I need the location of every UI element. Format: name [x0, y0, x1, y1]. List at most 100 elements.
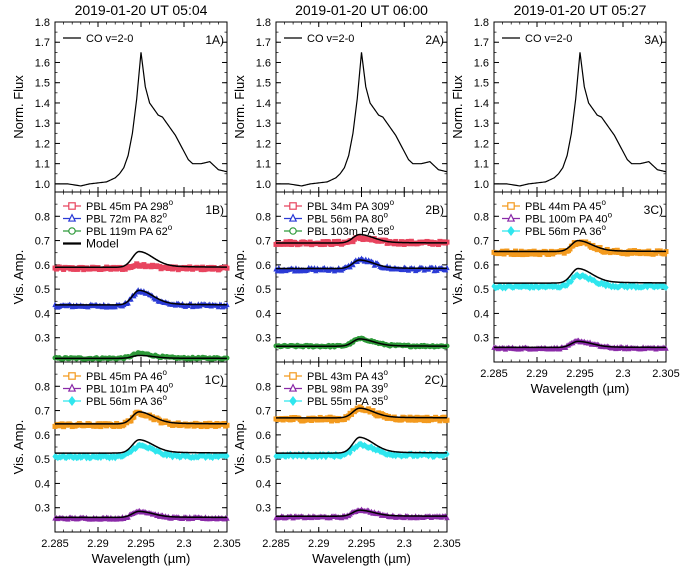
y-axis-label: Norm. Flux [232, 75, 247, 139]
x-tick-label: 2.295 [127, 538, 155, 550]
legend-label: PBL 56m PA 80o [307, 211, 388, 226]
data-point [663, 345, 669, 351]
y-axis-label: Norm. Flux [11, 75, 26, 139]
y-tick-label: 0.6 [474, 260, 489, 272]
series-2 [52, 507, 230, 522]
y-tick-label: 1.8 [256, 17, 271, 29]
legend-label: PBL 100m PA 40o [525, 211, 613, 226]
y-tick-label: 0.4 [474, 308, 489, 320]
degree-superscript: o [162, 368, 167, 377]
model-curve [55, 438, 227, 454]
legend-marker [63, 227, 81, 235]
model-curve [55, 250, 227, 269]
legend-label: PBL 34m PA 309o [307, 198, 395, 213]
y-tick-label: 1.1 [35, 159, 50, 171]
y-tick-label: 0.8 [256, 211, 271, 223]
panel-label: 2B) [425, 203, 444, 217]
y-axis-label: Vis. Amp. [232, 420, 247, 475]
y-tick-label: 0.8 [35, 211, 50, 223]
panel-label: 3C) [644, 203, 663, 217]
y-tick-label: 1.3 [35, 118, 50, 130]
y-tick-label: 0.7 [474, 236, 489, 248]
y-tick-label: 0.4 [35, 308, 50, 320]
x-tick-label: 2.305 [213, 538, 241, 550]
legend-label: PBL 72m PA 82o [86, 211, 167, 226]
legend-label: PBL 44m PA 45o [525, 198, 606, 213]
y-tick-label: 0.7 [256, 236, 271, 248]
series-3 [52, 441, 230, 462]
x-axis-label: Wavelength (µm) [531, 381, 630, 396]
model-curve [276, 233, 447, 244]
panel-label: 2C) [425, 373, 444, 387]
y-tick-label: 0.3 [256, 333, 271, 345]
y-tick-label: 1.7 [256, 37, 271, 49]
degree-superscript: o [162, 393, 167, 402]
data-point [224, 452, 230, 460]
degree-superscript: o [390, 223, 395, 232]
degree-superscript: o [169, 198, 174, 207]
legend-label: PBL 43m PA 43o [307, 368, 388, 383]
panel-label: 3A) [644, 33, 663, 47]
model-curve [276, 259, 447, 270]
degree-superscript: o [608, 211, 613, 220]
legend-marker [63, 202, 81, 210]
y-tick-label: 0.7 [256, 406, 271, 418]
panel-title: 2019-01-20 UT 05:04 [75, 2, 208, 18]
x-tick-label: 2.305 [433, 538, 461, 550]
y-tick-label: 0.5 [35, 284, 50, 296]
data-point [663, 284, 669, 291]
y-tick-label: 1.5 [474, 78, 489, 90]
x-axis-label: Wavelength (µm) [92, 551, 191, 566]
legend-label: PBL 103m PA 58o [307, 223, 395, 238]
y-tick-label: 1.3 [474, 118, 489, 130]
legend: CO v=2-0 [284, 33, 354, 45]
x-tick-label: 2.285 [41, 538, 69, 550]
y-axis-label: Norm. Flux [450, 75, 465, 139]
legend-marker [284, 227, 302, 235]
series-3 [273, 440, 450, 461]
panel-1b: 0.3 0.4 0.5 0.6 0.7 0.8 Vis. Amp. 1B) PBL 45m PA… [11, 191, 230, 363]
legend-marker [284, 383, 302, 392]
y-tick-label: 1.0 [474, 179, 489, 191]
legend-label: PBL 98m PA 39o [307, 381, 388, 396]
y-tick-label: 1.2 [256, 138, 271, 150]
y-tick-label: 1.8 [474, 17, 489, 29]
legend-marker [63, 372, 81, 380]
legend-marker [502, 226, 520, 236]
model-curve [276, 407, 447, 419]
plot-frame [275, 21, 448, 193]
y-tick-label: 0.6 [256, 260, 271, 272]
model-curve [55, 411, 228, 425]
legend-label: PBL 45m PA 298o [86, 198, 174, 213]
y-tick-label: 1.4 [35, 98, 50, 110]
data-point [125, 300, 131, 306]
legend-marker [284, 202, 302, 210]
y-tick-label: 1.5 [256, 78, 271, 90]
data-point [224, 265, 230, 271]
panel-label: 2A) [425, 33, 444, 47]
degree-superscript: o [383, 211, 388, 220]
y-tick-label: 0.6 [35, 260, 50, 272]
legend-label: PBL 56m PA 36o [86, 393, 167, 408]
legend-marker [502, 202, 520, 210]
x-tick-label: 2.3 [615, 368, 630, 380]
y-tick-label: 0.5 [35, 454, 50, 466]
panel-label: 1A) [205, 33, 224, 47]
y-tick-label: 0.4 [35, 478, 50, 490]
degree-superscript: o [383, 381, 388, 390]
y-axis-label: Vis. Amp. [232, 250, 247, 305]
y-axis-label: Vis. Amp. [11, 250, 26, 305]
data-point [224, 515, 230, 521]
panel-label: 1B) [205, 203, 224, 217]
series-1 [491, 239, 669, 258]
degree-superscript: o [383, 368, 388, 377]
model-curve [276, 509, 447, 517]
model-curve [494, 239, 666, 253]
y-tick-label: 1.0 [256, 179, 271, 191]
panel-1c: 0.3 0.4 0.5 0.6 0.7 0.8 Vis. Amp. 1C) 2.285 2.29 2… [11, 361, 241, 566]
y-tick-label: 0.5 [474, 284, 489, 296]
